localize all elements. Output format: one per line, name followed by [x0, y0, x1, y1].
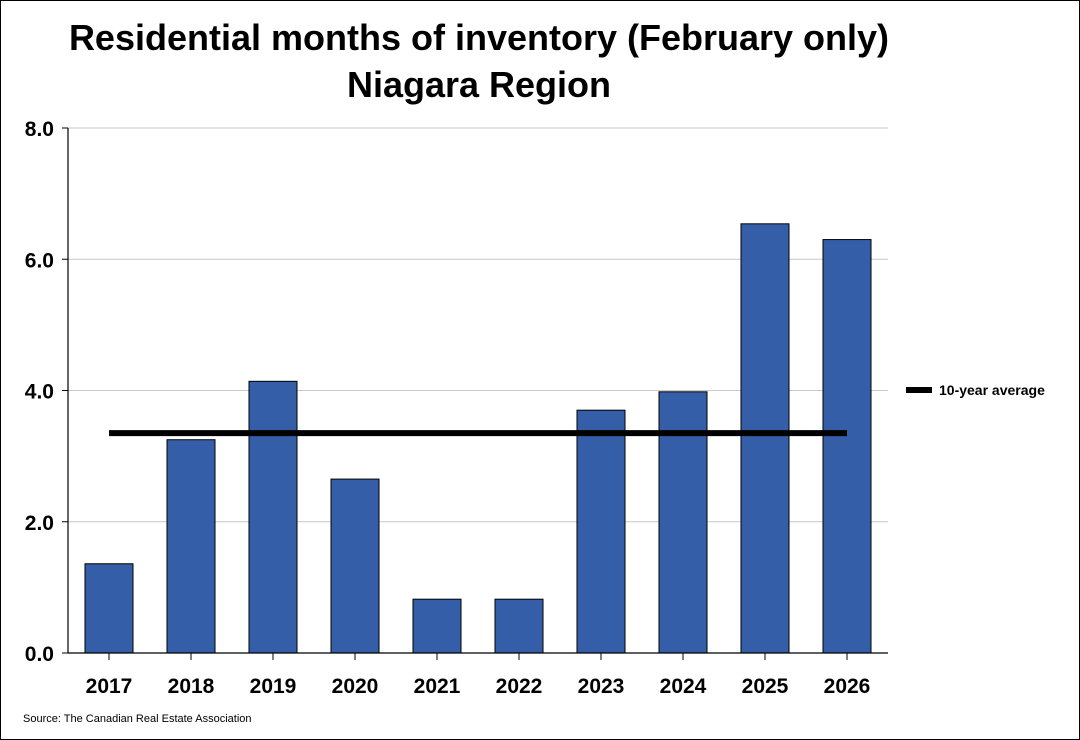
y-tick-label: 6.0	[25, 249, 54, 272]
bar-2017	[84, 563, 134, 654]
bar-2022	[494, 598, 544, 654]
bar-2021	[412, 598, 462, 654]
chart-title: Residential months of inventory (Februar…	[68, 17, 890, 58]
x-tick-label: 2018	[168, 675, 215, 698]
x-tick-label: 2017	[86, 675, 133, 698]
legend-label: 10-year average	[939, 382, 1045, 398]
y-tick-label: 4.0	[25, 381, 54, 404]
x-tick-label: 2020	[332, 675, 379, 698]
x-tick-label: 2023	[578, 675, 625, 698]
x-tick-label: 2019	[250, 675, 297, 698]
x-tick-label: 2021	[414, 675, 461, 698]
bar-2020	[330, 478, 380, 654]
x-tick-label: 2025	[742, 675, 789, 698]
y-tick-label: 0.0	[25, 643, 54, 666]
x-tick-labels: 2017 2018 2019 2020 2021 2022 2023 2024 2025 2026	[86, 675, 871, 698]
x-tick-label: 2022	[496, 675, 543, 698]
bar-2018	[166, 439, 216, 654]
bar-2023	[576, 409, 626, 654]
source-note: Source: The Canadian Real Estate Associa…	[23, 713, 252, 725]
x-tick-label: 2024	[660, 675, 707, 698]
y-tick-label: 2.0	[25, 512, 54, 535]
y-tick-labels: 0.0 2.0 4.0 6.0 8.0	[25, 118, 54, 666]
bar-2019	[248, 380, 298, 654]
legend-swatch	[906, 387, 932, 393]
bar-2026	[822, 239, 872, 654]
chart-subtitle: Niagara Region	[346, 64, 612, 105]
x-tick-label: 2026	[824, 675, 871, 698]
y-tick-label: 8.0	[25, 118, 54, 141]
bars	[84, 223, 872, 654]
axes	[62, 127, 888, 660]
bar-2025	[740, 223, 790, 654]
legend: 10-year average	[906, 382, 1045, 398]
